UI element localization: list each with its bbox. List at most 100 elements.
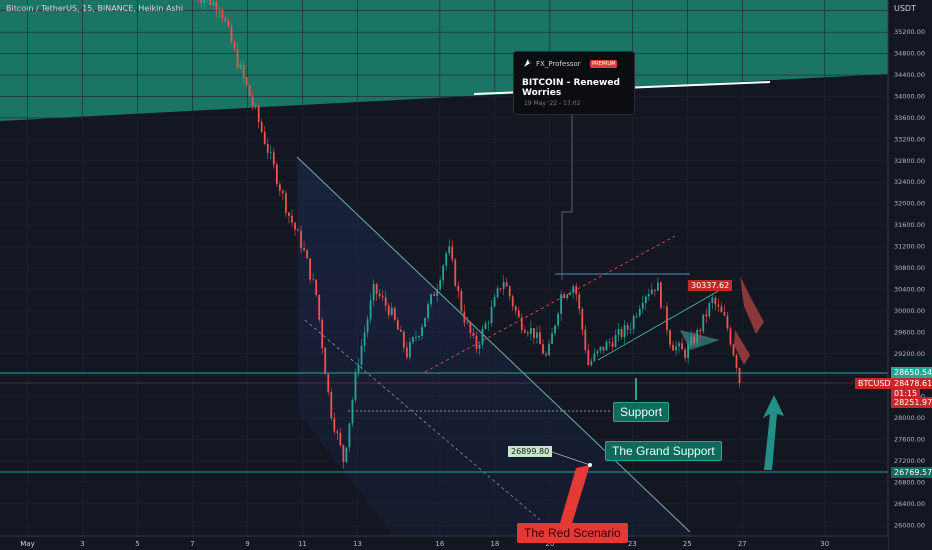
price-tick-label: 34000.00 [894, 92, 925, 100]
candle-body [227, 20, 230, 27]
candle-body [596, 350, 599, 354]
time-tick-label: 9 [245, 540, 249, 548]
candle-body [551, 333, 553, 344]
candle-body [484, 323, 487, 329]
candle-body [554, 325, 556, 334]
price-tick-label: 27200.00 [894, 457, 925, 465]
chart-title: Bitcoin / TetherUS, 15, BINANCE, Heikin … [6, 4, 183, 13]
time-tick-label: 7 [190, 540, 194, 548]
candle-body [632, 316, 635, 329]
candle-body [566, 294, 569, 298]
idea-title[interactable]: BITCOIN - Renewed Worries [522, 78, 620, 98]
price-tick-label: 29600.00 [894, 328, 925, 336]
price-marker-high: 30337.62 [688, 280, 733, 291]
candle-body [472, 332, 475, 336]
candle-body [448, 246, 451, 254]
candle-body [687, 344, 690, 359]
candle-body [605, 341, 608, 351]
candle-body [714, 297, 717, 305]
candle-body [599, 346, 602, 351]
candle-body [542, 344, 544, 354]
candle-body [560, 294, 563, 314]
candle-body [390, 307, 393, 315]
candle-body [669, 330, 671, 345]
candle-body [239, 65, 242, 68]
candle-body [415, 337, 417, 339]
candle-body [526, 332, 529, 334]
candle-body [315, 279, 318, 295]
candle-body [463, 311, 466, 323]
candle-body [590, 360, 593, 366]
candle-body [439, 280, 442, 290]
price-tick-label: 32400.00 [894, 178, 925, 186]
candle-body [436, 289, 439, 296]
price-marker-low: 26899.80 [508, 446, 553, 457]
candle-body [430, 294, 432, 305]
candle-body [445, 253, 448, 266]
candle-body [723, 312, 726, 316]
time-tick-label: 13 [353, 540, 362, 548]
candle-body [318, 294, 321, 320]
candle-body [478, 344, 481, 349]
candle-body [324, 348, 327, 375]
candle-body [738, 368, 741, 383]
candle-body [224, 17, 227, 21]
candle-body [321, 319, 324, 349]
candle-body [457, 285, 460, 292]
candle-body [251, 96, 254, 106]
time-tick-label: 23 [628, 540, 637, 548]
candle-body [342, 445, 345, 462]
candle-body [266, 144, 269, 153]
candle-body [532, 328, 535, 339]
candle-body [708, 302, 711, 317]
time-tick-label: 5 [135, 540, 139, 548]
idea-card[interactable]: FX_Professor PREMIUM BITCOIN - Renewed W… [513, 51, 635, 115]
price-axis-level-upper: 28650.54 [891, 367, 932, 378]
candle-body [257, 106, 260, 122]
time-tick-label: 16 [435, 540, 444, 548]
candle-body [475, 335, 478, 349]
candle-body [354, 372, 357, 401]
candle-body [644, 296, 647, 304]
red-down-arrow-1 [740, 276, 764, 334]
author-logo-icon [524, 59, 532, 67]
green-up-arrow [763, 395, 784, 470]
candle-body [263, 131, 266, 145]
candle-body [575, 286, 578, 295]
candle-body [726, 315, 729, 329]
candle-body [281, 190, 284, 194]
marker-pointer [551, 451, 591, 466]
candle-body [735, 355, 738, 369]
candle-body [309, 258, 312, 280]
rising-wedge-line [597, 289, 721, 361]
candle-body [212, 1, 215, 5]
candle-body [469, 321, 472, 333]
card-connector [561, 100, 573, 280]
candle-body [557, 313, 559, 326]
candle-body [635, 315, 638, 317]
candle-body [285, 193, 287, 213]
candle-body [490, 306, 493, 324]
candle-body [230, 26, 233, 43]
candle-body [705, 314, 708, 317]
candle-body [424, 317, 426, 327]
price-axis-last: 28478.61 [891, 378, 932, 389]
candle-body [348, 423, 351, 448]
idea-author[interactable]: FX_Professor [536, 60, 581, 68]
candle-body [375, 283, 378, 294]
price-tick-label: 29200.00 [894, 350, 925, 358]
candle-body [496, 288, 499, 297]
price-axis-countdown: 01:15 [891, 388, 921, 399]
candle-body [405, 347, 408, 358]
candle-body [466, 321, 469, 323]
descending-channel [297, 157, 690, 550]
candle-body [409, 342, 411, 358]
candle-body [300, 230, 302, 249]
time-tick-label: May [20, 540, 34, 548]
candle-body [333, 418, 336, 432]
candle-body [693, 336, 696, 344]
candle-body [275, 164, 278, 185]
candle-body [272, 152, 275, 165]
candle-body [221, 10, 224, 18]
